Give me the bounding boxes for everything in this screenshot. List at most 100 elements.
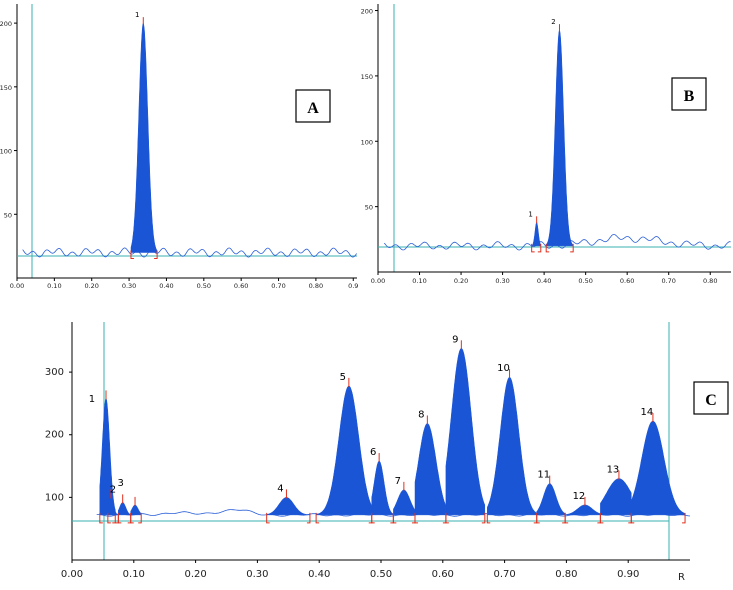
panel-c-peak-shoulder-3	[130, 504, 142, 516]
panel-c-peak-3	[118, 502, 131, 516]
panel-c-peak-7	[393, 489, 416, 516]
panel-c-x-axis-label: R	[678, 572, 685, 583]
panel-c-integration-bracket	[445, 512, 449, 524]
panel-c-y-tick-label: 100	[45, 492, 64, 503]
panel-c-y-tick-label: 200	[45, 430, 64, 441]
panel-c-integration-bracket	[536, 512, 540, 524]
panel-c-x-ticks: 0.00 0.10 0.20 0.30 0.40 0.50 0.60 0.70 0.80 0.90	[61, 560, 639, 580]
panel-a-x-ticks: 0.00 0.10 0.20 0.30 0.40 0.50 0.60 0.70 0.80 0.9	[10, 278, 358, 290]
panel-c-x-tick-label: 0.40	[308, 569, 330, 580]
panel-c-peak-2	[107, 497, 119, 516]
panel-b-integration-bracket	[545, 243, 550, 253]
panel-c-peak-label: 8	[418, 409, 424, 420]
panel-c-integration-bracket	[414, 512, 418, 524]
panel-c-x-tick-label: 0.00	[61, 569, 83, 580]
panel-c-integration-bracket	[371, 512, 375, 524]
panel-c-integration-bracket	[112, 512, 116, 524]
panel-c-peak-11	[536, 483, 566, 516]
panel-a-x-tick-label: 0.50	[197, 282, 211, 290]
panel-b-y-tick-label: 100	[361, 138, 373, 146]
panel-c-peak-6	[371, 460, 394, 516]
panel-c-peak-label: 9	[452, 334, 458, 345]
panel-b-x-tick-label: 0.60	[620, 277, 634, 285]
panel-c-integration-bracket	[138, 512, 142, 524]
panel-c-peak-label: 4	[277, 483, 283, 494]
panel-c-peak-label: 12	[573, 491, 586, 502]
panel-b-label: B	[684, 88, 695, 105]
panel-c-peak-14	[631, 420, 686, 516]
panel-b-peak-label: 1	[528, 210, 532, 218]
panel-c-peak-label: 1	[89, 394, 95, 405]
panel-c-y-tick-label: 300	[45, 367, 64, 378]
panel-c-peak-label: 2	[110, 484, 116, 495]
panel-c-integration-bracket	[682, 512, 686, 524]
panel-b-x-tick-label: 0.50	[578, 277, 592, 285]
panel-c-peak-label: 5	[340, 372, 346, 383]
panel-b-letter-box: B	[671, 77, 707, 111]
panel-c-integration-bracket	[130, 512, 134, 524]
panel-a-integration-bracket	[154, 250, 158, 260]
panel-c-peak-label: 13	[607, 465, 620, 476]
panel-a-x-tick-label: 0.00	[10, 282, 24, 290]
panel-c-peak-13	[600, 478, 632, 516]
panel-a-y-tick-label: 100	[0, 148, 12, 156]
panel-c-integration-bracket	[306, 512, 311, 524]
panel-c-x-tick-label: 0.10	[123, 569, 145, 580]
panel-b-x-tick-label: 0.10	[412, 277, 426, 285]
panel-a-x-tick-label: 0.9	[348, 282, 358, 290]
panel-a-y-ticks: 50 100 150 200	[0, 20, 17, 219]
panel-c-peak-5	[315, 385, 372, 516]
panel-c-x-tick-label: 0.90	[617, 569, 639, 580]
panel-c-integration-bracket	[107, 512, 111, 524]
panel-a-y-tick-label: 150	[0, 84, 12, 92]
panel-c-x-tick-label: 0.60	[432, 569, 454, 580]
panel-c-peak-label: 6	[370, 447, 376, 458]
panel-b-integration-bracket	[570, 243, 574, 253]
panel-b-peak-2	[545, 30, 574, 247]
panel-a-x-tick-label: 0.80	[309, 282, 323, 290]
panel-c-label: C	[705, 392, 717, 409]
panel-c-peak-9	[445, 348, 486, 516]
panel-c-x-tick-label: 0.50	[370, 569, 392, 580]
panel-b-y-tick-label: 150	[361, 73, 373, 81]
panel-a-peaks: 1	[130, 11, 158, 260]
panel-a-x-tick-label: 0.10	[47, 282, 61, 290]
panel-b-peaks: 12	[528, 18, 574, 253]
panel-a-integration-bracket	[130, 250, 134, 260]
panel-a-y-tick-label: 200	[0, 20, 12, 28]
panel-c-integration-bracket	[481, 512, 486, 524]
panel-b-peak-1	[531, 221, 542, 247]
panel-a-label: A	[307, 100, 319, 117]
panel-a-x-tick-label: 0.60	[234, 282, 248, 290]
panel-a-x-tick-label: 0.30	[122, 282, 136, 290]
panel-b-integration-bracket	[531, 243, 535, 253]
panel-b-integration-bracket	[537, 243, 542, 253]
panel-a-trace	[22, 247, 357, 258]
panel-b: 50 100 150 200 0.00 0.10 0.20 0.30 0.40 0.50 0.60…	[361, 4, 731, 285]
panel-c-peak-12	[564, 504, 601, 516]
panel-c-peak-8	[414, 423, 447, 516]
panel-b-x-tick-label: 0.30	[495, 277, 509, 285]
panel-b-y-tick-label: 50	[365, 204, 373, 212]
panel-a-x-tick-label: 0.70	[271, 282, 285, 290]
panel-c-letter-box: C	[693, 381, 729, 415]
panel-c-peak-label: 10	[497, 363, 510, 374]
panel-c-integration-bracket	[315, 512, 320, 524]
panel-c-peak-label: 7	[395, 476, 401, 487]
panel-b-peak-label: 2	[551, 18, 555, 26]
panel-a-x-tick-label: 0.20	[84, 282, 98, 290]
panel-c-peak-label: 14	[641, 407, 654, 418]
panel-b-x-tick-label: 0.20	[454, 277, 468, 285]
panel-c-integration-bracket	[630, 512, 635, 524]
panel-a-letter-box: A	[295, 89, 331, 123]
panel-b-x-tick-label: 0.70	[661, 277, 675, 285]
panel-b-y-tick-label: 200	[361, 8, 373, 16]
panel-a: 50 100 150 200 0.00 0.10 0.20 0.30 0.40 0.50 0.60…	[0, 4, 358, 290]
panel-c-integration-bracket	[99, 512, 103, 524]
panel-b-y-ticks: 50 100 150 200	[361, 8, 378, 212]
panel-b-x-tick-label: 0.80	[703, 277, 717, 285]
panel-c-peak-1	[99, 398, 116, 516]
